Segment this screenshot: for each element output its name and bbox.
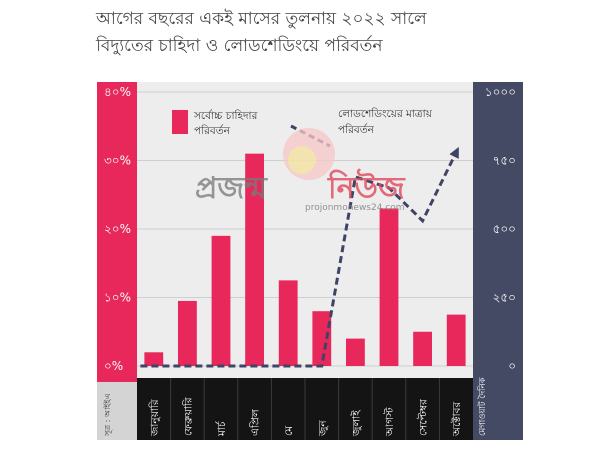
chart-title-line-1: আগের বছরের একই মাসের তুলনায় ২০২২ সালে <box>96 9 427 29</box>
x-tick-label: জানুয়ারি <box>148 398 161 437</box>
source-box <box>97 382 137 440</box>
bar <box>413 331 433 366</box>
left-tick-label: ১০% <box>104 291 131 305</box>
legend-bar-swatch <box>172 110 188 134</box>
watermark: প্রজন্ম নিউজ projonmonews24.com <box>195 128 406 213</box>
left-axis-band <box>97 82 137 382</box>
watermark-logo-circle-inner <box>288 146 316 174</box>
bar <box>144 352 164 366</box>
right-axis-band <box>473 82 523 440</box>
x-tick-label: মার্চ <box>215 420 228 437</box>
bar <box>446 314 466 366</box>
bar <box>345 338 365 366</box>
legend-line-label-line-2: পরিবর্তন <box>338 123 375 136</box>
bar <box>278 280 298 366</box>
legend-bar-label-line-2: পরিবর্তন <box>194 124 231 137</box>
bar-series <box>144 153 466 366</box>
watermark-left-text: প্রজন্ম <box>195 171 268 206</box>
left-tick-label: ০% <box>104 359 123 373</box>
bar <box>379 208 399 366</box>
line-arrowhead <box>449 146 459 159</box>
right-tick-label: ৫০০ <box>493 222 516 236</box>
right-tick-label: ২৫০ <box>493 291 516 305</box>
chart-title-line-2: বিদ্যুতের চাহিদা ও লোডশেডিংয়ে পরিবর্তন <box>96 36 383 56</box>
x-tick-label: জুন <box>317 420 329 437</box>
watermark-right-text: নিউজ <box>327 168 406 206</box>
right-tick-label: ৭৫০ <box>493 154 516 168</box>
right-tick-label: ০ <box>508 359 516 373</box>
legend-line-label-line-1: লোডশেডিংয়ের মাত্রায় <box>338 107 433 120</box>
line-path <box>140 151 458 368</box>
line-series <box>140 146 459 368</box>
x-tick-label: সেপ্টেম্বর <box>417 398 430 436</box>
watermark-url: projonmonews24.com <box>305 203 405 213</box>
x-tick-label: আগস্ট <box>383 406 396 437</box>
left-tick-label: ৩০% <box>104 154 131 168</box>
bar <box>245 153 265 366</box>
x-tick-label: অক্টোবর <box>450 400 463 437</box>
bar <box>211 235 231 366</box>
x-axis-labels: জানুয়ারি ফেব্রুয়ারি মার্চ এপ্রিল মে জুন জুলা… <box>148 378 463 440</box>
axis-ticks: ০% ১০% ২০% ৩০% ৪০% ০ ২৫০ ৫০০ ৭৫০ ১০০০ <box>104 85 516 373</box>
chart-title: আগের বছরের একই মাসের তুলনায় ২০২২ সালে ব… <box>96 6 496 60</box>
left-tick-label: ২০% <box>104 222 131 236</box>
bar <box>177 300 197 366</box>
legend-bar-label-line-1: সর্বোচ্চ চাহিদার <box>193 109 259 122</box>
x-tick-label: ফেব্রুয়ারি <box>181 396 194 436</box>
x-tick-label: এপ্রিল <box>249 408 262 436</box>
right-tick-label: ১০০০ <box>485 85 516 99</box>
x-tick-label: জুলাই <box>349 409 362 437</box>
left-tick-label: ৪০% <box>104 85 131 99</box>
bar <box>312 311 332 366</box>
x-tick-label: মে <box>283 425 295 436</box>
